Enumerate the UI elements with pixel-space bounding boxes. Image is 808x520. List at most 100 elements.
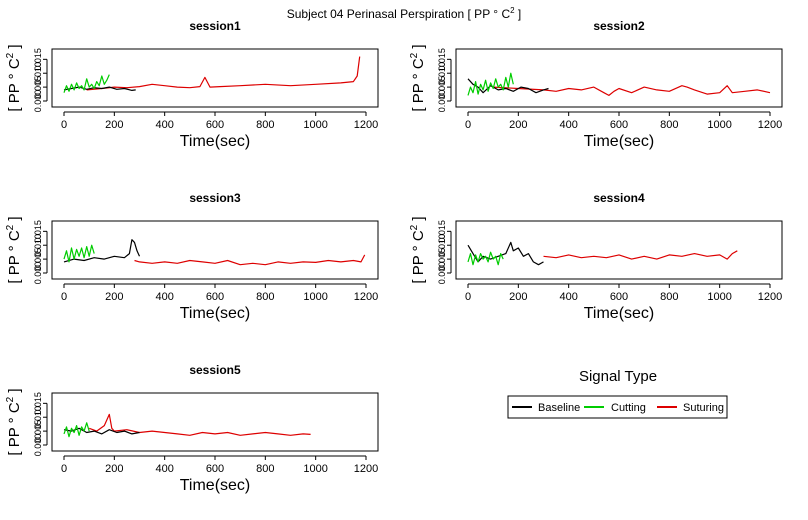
y-tick-label: 0.010 [437,234,447,257]
plot-frame [455,48,783,108]
x-tick-label: 1000 [303,119,327,131]
x-tick-label: 200 [509,291,527,303]
y-tick-label: 0.005 [33,420,43,443]
panel-title: session3 [189,191,241,205]
panel-title: session5 [189,363,241,377]
y-tick-label: 0.015 [33,48,43,71]
y-axis-label-main: [ PP ° C [410,230,427,283]
x-tick-label: 1200 [758,291,782,303]
panel-1: session1 0 200 400 600 800 1000 1200 Time(sec) 0.… [5,19,379,150]
x-axis-label: Time(sec) [584,305,655,322]
panel-2: session2 0 200 400 600 800 1000 1200 Time(sec) 0.… [409,19,783,150]
x-axis-label: Time(sec) [180,477,251,494]
y-tick-label: 0.000 [33,90,43,113]
panel-4: session4 0 200 400 600 800 1000 1200 Time(sec) 0.… [409,191,783,322]
x-tick-label: 0 [61,119,67,131]
y-axis-label: [ PP ° C2 ] [409,44,427,111]
x-tick-label: 400 [559,119,577,131]
x-tick-label: 200 [105,463,123,475]
y-axis-label-main: [ PP ° C [6,58,23,111]
x-tick-label: 1000 [303,291,327,303]
x-tick-label: 600 [610,119,628,131]
panel-title: session2 [593,19,645,33]
x-tick-label: 0 [61,463,67,475]
x-tick-label: 1000 [707,119,731,131]
y-axis-label-end: ] [410,44,427,52]
panel-5: session5 0 200 400 600 800 1000 1200 Time(sec) 0.… [5,363,379,494]
y-axis-label: [ PP ° C2 ] [5,388,23,455]
plot-frame [51,48,379,108]
y-tick-label: 0.015 [437,220,447,243]
panel-3: session3 0 200 400 600 800 1000 1200 Time(sec) 0.… [5,191,379,322]
y-tick-label: 0.010 [33,406,43,429]
series-line-cutting [63,74,110,93]
x-tick-label: 1200 [354,119,378,131]
series-line-baseline [467,78,549,94]
legend-entries: Baseline Cutting Suturing [512,402,724,414]
legend-box [507,395,728,419]
y-axis-label-end: ] [410,216,427,224]
x-tick-label: 800 [256,463,274,475]
legend: Signal Type Baseline Cutting Suturing [507,368,728,419]
figure-title-sup: 2 [510,6,515,15]
series-line-suturing [543,250,738,260]
y-tick-label: 0.000 [33,262,43,285]
y-axis-label-main: [ PP ° C [6,402,23,455]
plot-frame [51,220,379,280]
y-axis-label-sup: 2 [409,52,420,58]
y-tick-label: 0.015 [437,48,447,71]
y-axis-label-sup: 2 [5,396,16,402]
legend-label-cutting: Cutting [611,402,646,414]
series-line-cutting [63,244,95,263]
x-tick-label: 400 [155,291,173,303]
y-axis-label-main: [ PP ° C [410,58,427,111]
x-tick-label: 600 [206,291,224,303]
y-axis-label-end: ] [6,44,23,52]
y-tick-label: 0.015 [33,220,43,243]
y-axis-label-sup: 2 [409,224,420,230]
x-tick-label: 400 [155,119,173,131]
y-tick-label: 0.010 [33,234,43,257]
plot-frame [455,220,783,280]
series-line-cutting [467,72,514,96]
legend-label-baseline: Baseline [538,402,580,414]
y-tick-label: 0.005 [33,76,43,99]
x-tick-label: 200 [105,291,123,303]
x-tick-label: 600 [206,463,224,475]
y-tick-label: 0.005 [33,248,43,271]
x-tick-label: 600 [610,291,628,303]
y-axis-label: [ PP ° C2 ] [5,216,23,283]
x-tick-label: 1000 [707,291,731,303]
x-tick-label: 800 [256,291,274,303]
x-tick-label: 200 [509,119,527,131]
x-tick-label: 1200 [354,463,378,475]
x-tick-label: 600 [206,119,224,131]
x-tick-label: 400 [155,463,173,475]
legend-title: Signal Type [579,368,657,385]
y-axis-label-sup: 2 [5,52,16,58]
x-tick-label: 1200 [354,291,378,303]
series-line-baseline [63,427,140,435]
x-tick-label: 200 [105,119,123,131]
x-axis-label: Time(sec) [180,305,251,322]
series-line-suturing [493,85,771,97]
y-tick-label: 0.000 [437,262,447,285]
y-tick-label: 0.000 [437,90,447,113]
y-axis-label-end: ] [6,216,23,224]
series-line-suturing [88,413,311,436]
x-axis-label: Time(sec) [180,133,251,150]
x-tick-label: 0 [465,119,471,131]
y-tick-label: 0.010 [437,62,447,85]
figure-title-end: ] [515,7,522,21]
legend-label-suturing: Suturing [683,402,724,414]
x-tick-label: 0 [465,291,471,303]
y-axis-label-sup: 2 [5,224,16,230]
y-axis-label: [ PP ° C2 ] [409,216,427,283]
series-line-baseline [63,239,141,263]
y-tick-label: 0.015 [33,392,43,415]
y-tick-label: 0.010 [33,62,43,85]
series-line-cutting [63,422,90,438]
panel-title: session1 [189,19,241,33]
